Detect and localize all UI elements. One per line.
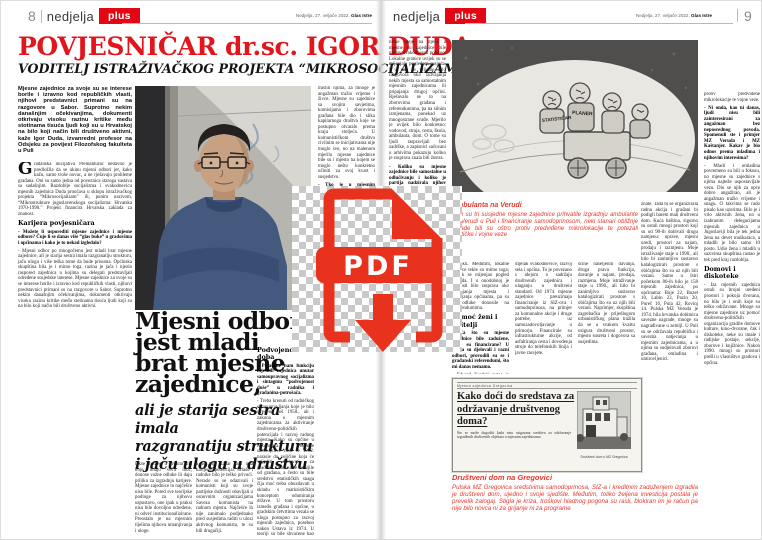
header-rule-right	[465, 23, 733, 24]
body-text: ostavku. Međutim, lokalne granice tekle …	[452, 262, 509, 312]
plus-badge-left: plus	[99, 8, 140, 24]
pdf-overlay-background: PDF	[292, 186, 462, 352]
subhead-pomoc: Pomoć ženi i obitelji	[452, 313, 498, 329]
caption-text: Iako su tri susjedne mjesne zajednice pr…	[452, 212, 638, 239]
left-page-number: 8	[28, 8, 36, 24]
body-text: ničke ideje na djelu, a mjesne su zajedn…	[389, 40, 446, 162]
clipping-photo: Društveni dom u MZ Gregovica	[576, 390, 632, 459]
body-text: dijelak svakodnevice, razvoj sela i opći…	[515, 262, 572, 356]
photo-caption-block: Ambulanta na Verudi Iako su tri susjedne…	[452, 202, 638, 239]
date-text: Nedjelja, 27. veljače 2022.	[635, 13, 690, 18]
subhead-karijera: Karijera povjesničara	[18, 219, 95, 228]
interview-question: - Za što su mjesne zajednice bile zaduže…	[452, 331, 509, 370]
pull-quote-main: Mjesni odbor jest mladi brat mjesne zaje…	[135, 307, 302, 398]
plus-badge-right: plus	[445, 8, 487, 24]
pdf-label: PDF	[343, 251, 413, 282]
body-text: a to nije kadar koji ima karijerni poten…	[196, 462, 253, 534]
left-page-header: 8 nedjelja plus	[28, 8, 140, 24]
body-text: mislili njima, za mnoge je angažman traž…	[318, 86, 375, 180]
interview-question: - Možete li usporediti mjesne zajednice …	[18, 229, 132, 246]
cartoon-label-statisticar: STATISTIČAR	[541, 114, 572, 123]
left-column-b2: a to nije kadar koji ima karijerni poten…	[196, 462, 253, 538]
masthead-left: nedjelja	[46, 8, 95, 24]
article-subtitle: VODITELJ ISTRAŽIVAČKOG PROJEKTA “MIKROSO…	[18, 61, 465, 76]
pull-quote-secondary: ali je starija sestra imala razgranatiju…	[135, 402, 313, 473]
right-page-header: nedjelja plus	[393, 8, 487, 24]
subhead-domovi: Domovi i diskoteke	[704, 264, 739, 281]
portrait-photo	[135, 86, 312, 310]
newspaper-clipping: Mjesna zajednica Gregovica Kako doći do …	[452, 378, 642, 472]
body-text: protiv predviđene mikrolokacije te vojne…	[704, 92, 760, 103]
right-column-5: znale. Tada bi se organizirala radna akc…	[641, 202, 698, 470]
right-column-3: dijelak svakodnevice, razvoj sela i opći…	[515, 262, 572, 374]
body-text: lakše promeći u strukturama koje imaju v…	[135, 462, 192, 534]
right-column-2: ostavku. Međutim, lokalne granice tekle …	[452, 262, 509, 374]
cartoon-label-planer: PLANER	[572, 110, 593, 117]
clipping-overline: Mjesna zajednica Gregovica	[457, 382, 637, 389]
interview-answer: - Treba krenuti od radničkog samoupravlj…	[257, 399, 314, 538]
masthead-right: nedjelja	[393, 8, 441, 24]
pdf-download-icon[interactable]: PDF	[292, 186, 462, 366]
interview-question: - Ni onda, kao ni danas, ljudi nisu bili…	[704, 105, 760, 161]
gregovica-text: Pulska MZ Gregovica sredstvima samodopri…	[452, 484, 698, 512]
brand-text: Glas Istre	[691, 13, 712, 18]
building-photo	[576, 390, 632, 450]
clipping-body: Što se može dogoditi kada nisu osigurana…	[457, 430, 571, 439]
left-column-c: Podvojenost doba - Pojasnite nam funkcij…	[257, 344, 314, 538]
interview-answer: - Edvard Kardelj autor je ideje o mjesni…	[452, 373, 509, 374]
interview-answer: - Mjesni odbor po mnogočemu jest mladi b…	[18, 248, 132, 310]
right-page-number: 9	[744, 8, 752, 24]
dateline-left: Nedjelja, 27. veljače 2022. Glas Istre	[238, 13, 372, 18]
clipping-photo-caption: Društveni dom u MZ Gregovica	[580, 455, 628, 459]
clipping-headline: Kako doći do sredstava za održavanje dru…	[457, 391, 575, 427]
body-text: šćine naseljenih davanja, druga prava fu…	[578, 262, 635, 345]
left-column-a: Mjesne zajednice za svoje su se interese…	[18, 86, 132, 538]
lead-paragraph: Mjesne zajednice za svoje su se interese…	[18, 86, 132, 154]
gregovica-title: Društveni dom na Gregovici	[452, 473, 553, 482]
brand-text: Glas Istre	[351, 13, 372, 18]
pull-quote: Mjesni odbor jest mladi brat mjesne zaje…	[135, 307, 319, 474]
dateline-right: Nedjelja, 27. veljače 2022. Glas Istre	[600, 13, 712, 18]
interview-answer: - Mladi i omladina povremeno su bili u f…	[704, 163, 760, 263]
body-text: - Iza mjesnih zajednica ostali su brojni…	[704, 282, 760, 366]
igor-duda-portrait-illustration	[135, 86, 312, 310]
dropcap: G	[18, 162, 33, 180]
caption-title: Ambulanta na Verudi	[452, 202, 522, 209]
interview-question: - Pojasnite nam funkciju mjesnih zajedni…	[257, 363, 314, 397]
header-rule-left	[122, 23, 372, 24]
date-text: Nedjelja, 27. veljače 2022.	[295, 13, 350, 18]
cartoon-drawing: STATISTIČAR PLANER	[452, 40, 698, 220]
right-column-6: protiv predviđene mikrolokacije te vojne…	[704, 92, 760, 538]
article-title: POVJESNIČAR dr.sc. IGOR DUDA,	[18, 32, 480, 61]
divider	[737, 9, 738, 22]
body-text: znale. Tada bi se organizirala radna akc…	[641, 202, 698, 363]
subhead-podvojenost: Podvojenost doba	[257, 345, 301, 361]
cartoon-illustration: STATISTIČAR PLANER	[452, 40, 698, 220]
article-headline-block: POVJESNIČAR dr.sc. IGOR DUDA, VODITELJ I…	[18, 32, 480, 76]
intro-text: rađanska inicijativa Premanturac nedavno…	[18, 162, 132, 217]
left-column-b1: lakše promeći u strukturama koje imaju v…	[135, 462, 192, 538]
divider	[40, 9, 42, 23]
gregovica-box: Društveni dom na Gregovici Pulska MZ Gre…	[452, 473, 698, 513]
right-column-4: šćine naseljenih davanja, druga prava fu…	[578, 262, 635, 374]
